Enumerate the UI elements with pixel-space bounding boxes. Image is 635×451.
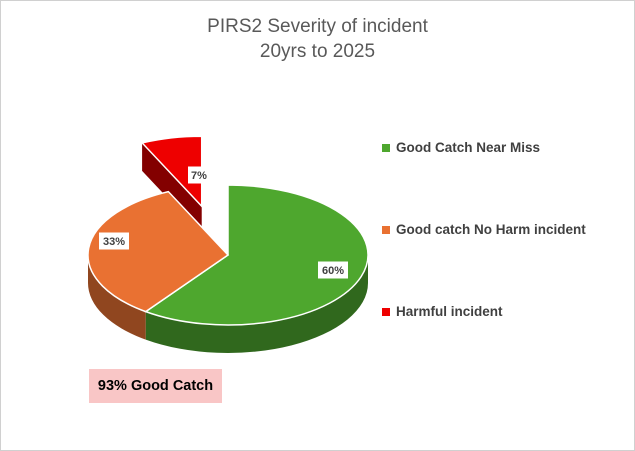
legend-swatch-harmful xyxy=(382,307,390,316)
pie-side-near-miss xyxy=(145,255,368,354)
data-label-bg-near-miss xyxy=(318,261,348,279)
good-catch-callout: 93% Good Catch xyxy=(89,369,222,403)
pie-slice-near-miss xyxy=(144,184,369,326)
chart-title-line-1: PIRS2 Severity of incident xyxy=(207,16,428,37)
legend-item-harmful: Harmful incident xyxy=(382,304,503,319)
pie-tops xyxy=(87,135,369,326)
legend-item-near-miss: Good Catch Near Miss xyxy=(382,140,540,155)
good-catch-callout-text: 93% Good Catch xyxy=(97,378,214,394)
legend-swatch-near-miss xyxy=(382,143,390,152)
pie-side-no-harm xyxy=(88,255,146,340)
pie-slice-harmful xyxy=(140,135,203,209)
legend-item-no-harm: Good catch No Harm incident xyxy=(382,222,586,237)
pie-slice-no-harm xyxy=(87,190,230,313)
legend-swatch-no-harm xyxy=(382,225,390,234)
chart-title-line-2: 20yrs to 2025 xyxy=(259,41,376,62)
data-label-bg-harmful xyxy=(188,166,210,184)
legend-label-harmful: Harmful incident xyxy=(396,304,503,319)
data-label-no-harm: 33% xyxy=(103,236,125,248)
legend-label-near-miss: Good Catch Near Miss xyxy=(396,140,541,155)
legend-label-no-harm: Good catch No Harm incident xyxy=(396,222,586,237)
data-label-harmful: 7% xyxy=(191,170,207,182)
pie-labels: 60% 33% 7% xyxy=(99,166,348,279)
data-label-bg-no-harm xyxy=(99,232,129,250)
data-label-near-miss: 60% xyxy=(322,265,344,277)
chart-title: PIRS2 Severity of incident 20yrs to 2025 xyxy=(0,14,635,64)
